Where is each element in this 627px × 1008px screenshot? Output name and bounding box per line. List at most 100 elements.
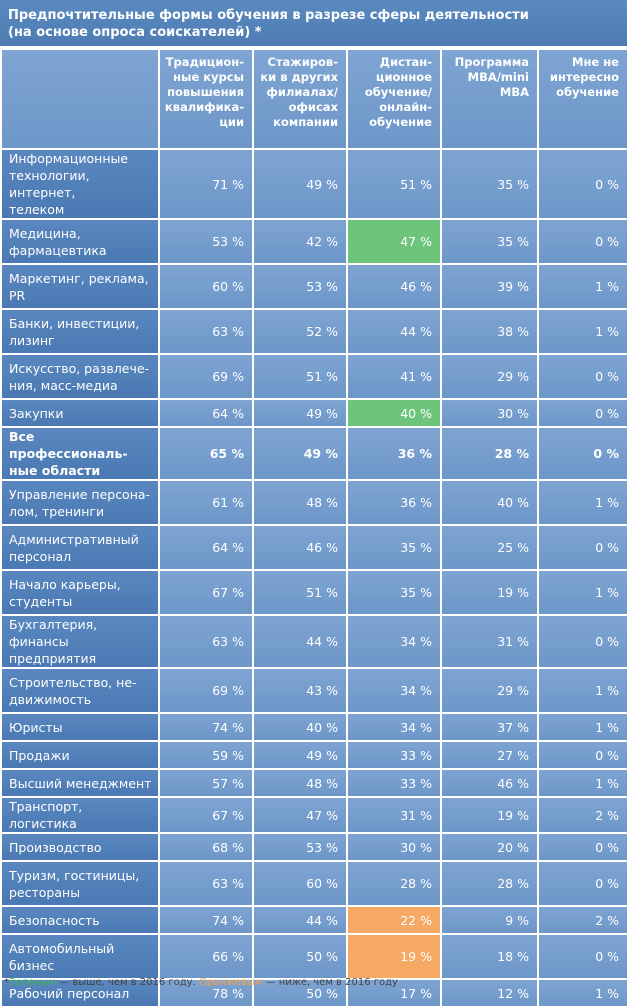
table-row: Туризм, гостиницы, рестораны 63 % 60 % 28 % 2… [0, 860, 627, 907]
column-header-line: онлайн- [379, 100, 432, 114]
row-label-line: бизнес [9, 957, 55, 973]
column-header-line: обучение [369, 115, 432, 129]
value-cell: 37 % [440, 712, 539, 742]
value-cell: 0 % [537, 933, 627, 980]
table-row: Банки, инвестиции, лизинг 63 % 52 % 44 % 38 %… [0, 308, 627, 355]
value-cell: 34 % [346, 712, 442, 742]
value-cell-orange: 19 % [346, 933, 442, 980]
value-cell: 0 % [537, 740, 627, 770]
value-cell: 59 % [158, 740, 254, 770]
value-cell: 0 % [537, 832, 627, 862]
value-cell: 36 % [346, 479, 442, 526]
table-row: Юристы 74 % 40 % 34 % 37 % 1 % [0, 712, 627, 742]
table-row: Искусство, развлече-ния, масс-медиа 69 % 5… [0, 353, 627, 400]
column-header: Стажиров-ки в других филиалах/офисах компа… [252, 48, 348, 150]
value-cell: 0 % [537, 398, 627, 428]
row-label: Продажи [0, 740, 160, 770]
table-row: Продажи 59 % 49 % 33 % 27 % 0 % [0, 740, 627, 770]
value-cell: 34 % [346, 614, 442, 669]
row-label: Бухгалтерия, финансы предприятия [0, 614, 160, 669]
value-cell: 64 % [158, 524, 254, 571]
row-label-line: Автомобильный [9, 940, 115, 956]
row-label-line: Банки, инвестиции, [9, 315, 140, 331]
value-cell: 19 % [440, 796, 539, 834]
value-cell: 48 % [252, 479, 348, 526]
value-cell: 51 % [252, 569, 348, 616]
row-label-line: персонал [9, 548, 72, 564]
value-cell: 27 % [440, 740, 539, 770]
value-cell: 53 % [158, 218, 254, 265]
value-cell: 42 % [252, 218, 348, 265]
value-cell: 1 % [537, 712, 627, 742]
table-row: Управление персона-лом, тренинги 61 % 48 %… [0, 479, 627, 526]
row-label-line: Управление персона- [9, 486, 151, 502]
column-header-line: Стажиров- [267, 55, 338, 69]
row-label: Транспорт, логистика [0, 796, 160, 834]
row-label-line: ния, масс-медиа [9, 377, 118, 393]
value-cell: 0 % [537, 148, 627, 220]
row-label: Автомобильный бизнес [0, 933, 160, 980]
row-label-line: Высший менеджмент [9, 775, 152, 791]
row-label-line: PR [9, 287, 26, 303]
table-row: Производство 68 % 53 % 30 % 20 % 0 % [0, 832, 627, 862]
column-header-line: компании [273, 115, 338, 129]
row-label-line: Медицина, [9, 225, 81, 241]
value-cell: 41 % [346, 353, 442, 400]
value-cell: 44 % [346, 308, 442, 355]
value-cell: 51 % [346, 148, 442, 220]
value-cell: 1 % [537, 667, 627, 714]
row-label-line: Строительство, не- [9, 674, 137, 690]
value-cell: 47 % [252, 796, 348, 834]
row-label: Юристы [0, 712, 160, 742]
value-cell: 19 % [440, 569, 539, 616]
row-label-line: Транспорт, логистика [9, 799, 83, 831]
footnote-orange-text: — ниже, чем в 2016 году [262, 977, 398, 988]
value-cell: 35 % [440, 218, 539, 265]
column-header: Программа MBA/mini MBA [440, 48, 539, 150]
value-cell: 60 % [252, 860, 348, 907]
value-cell: 74 % [158, 712, 254, 742]
column-header-line: Мне не [572, 55, 619, 69]
value-cell: 0 % [537, 860, 627, 907]
row-label-line: Безопасность [9, 912, 100, 928]
value-cell: 50 % [252, 933, 348, 980]
value-cell: 28 % [440, 860, 539, 907]
value-cell: 57 % [158, 768, 254, 798]
row-label-line: предприятия [9, 651, 97, 666]
row-label-line: Искусство, развлече- [9, 360, 150, 376]
column-header-line: ции [219, 115, 244, 129]
table-row: Строительство, не-движимость 69 % 43 % 34 %… [0, 667, 627, 714]
title-line-2: (на основе опроса соискателей) * [8, 25, 262, 40]
survey-table: Традицион-ные курсы повышения квалифика-ци… [0, 48, 627, 1008]
row-label-line: лизинг [9, 332, 55, 348]
value-cell: 28 % [440, 426, 539, 481]
value-cell: 61 % [158, 479, 254, 526]
row-label-line: фармацевтика [9, 242, 107, 258]
value-cell: 35 % [346, 524, 442, 571]
row-label-line: Закупки [9, 405, 64, 421]
row-label: Медицина, фармацевтика [0, 218, 160, 265]
value-cell: 49 % [252, 740, 348, 770]
row-label-line: Производство [9, 839, 102, 855]
value-cell: 28 % [346, 860, 442, 907]
value-cell: 31 % [346, 796, 442, 834]
value-cell: 29 % [440, 353, 539, 400]
value-cell: 2 % [537, 796, 627, 834]
column-header-line: ные курсы [173, 70, 244, 84]
value-cell: 0 % [537, 614, 627, 669]
value-cell: 44 % [252, 614, 348, 669]
value-cell: 9 % [440, 905, 539, 935]
value-cell-green: 40 % [346, 398, 442, 428]
row-label: Искусство, развлече-ния, масс-медиа [0, 353, 160, 400]
row-label: Производство [0, 832, 160, 862]
value-cell: 1 % [537, 569, 627, 616]
value-cell: 68 % [158, 832, 254, 862]
column-header-line: интересно [549, 70, 619, 84]
column-header-line: офисах [288, 100, 338, 114]
footnote-star: * [4, 977, 9, 988]
value-cell: 46 % [252, 524, 348, 571]
row-label-line: телеком [9, 202, 65, 217]
column-header-line: Традицион- [165, 55, 244, 69]
value-cell-green: 47 % [346, 218, 442, 265]
